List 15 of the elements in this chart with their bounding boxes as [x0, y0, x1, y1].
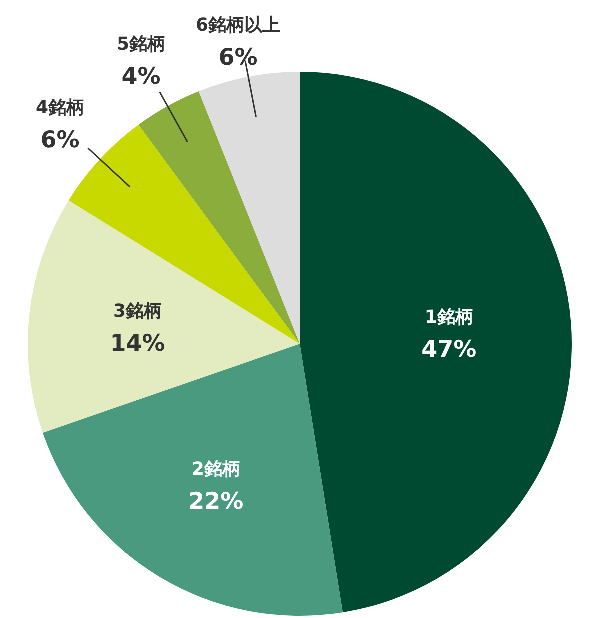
data-label: 14% — [110, 330, 166, 357]
data-label: 4% — [122, 64, 161, 90]
data-label: 6% — [218, 45, 258, 71]
slice-label: 2銘柄 — [192, 459, 240, 480]
pie-slice — [28, 200, 300, 433]
data-label: 47% — [422, 337, 477, 364]
pie-slice — [300, 72, 572, 613]
slice-label: 3銘柄 — [114, 300, 162, 322]
slice-label: 4銘柄 — [36, 98, 84, 119]
slice-label: 1銘柄 — [424, 307, 474, 328]
slice-label: 5銘柄 — [117, 34, 166, 55]
data-label: 22% — [188, 489, 244, 516]
data-label: 6% — [40, 128, 80, 154]
slice-label: 6銘柄以上 — [196, 15, 280, 36]
pie-slice — [198, 72, 300, 344]
